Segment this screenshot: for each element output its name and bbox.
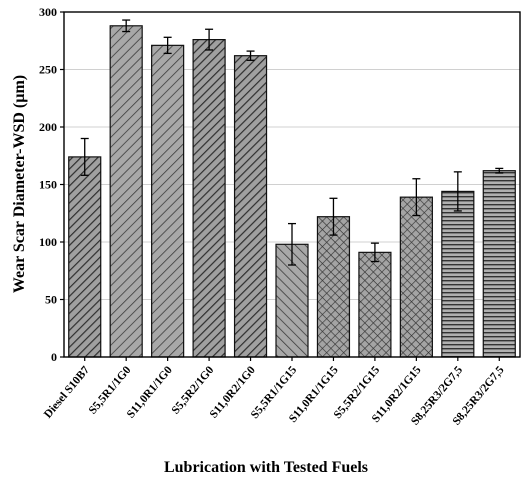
y-tick-label: 100 [39, 235, 57, 249]
y-tick-label: 200 [39, 120, 57, 134]
y-tick-label: 250 [39, 63, 57, 77]
y-tick-label: 150 [39, 178, 57, 192]
y-tick-label: 50 [45, 293, 57, 307]
error-bar-4 [205, 28, 214, 51]
y-tick-label: 300 [39, 5, 57, 19]
bar-11 [482, 170, 516, 358]
error-bar-7 [329, 197, 338, 236]
error-bars [80, 19, 504, 266]
bar-4 [192, 38, 226, 358]
x-tick-label: Diesel S10B7 [42, 364, 92, 421]
x-axis-title: Lubrication with Tested Fuels [164, 459, 368, 476]
bar-10 [441, 190, 475, 358]
x-tick-label: S5,5R1/1G0 [87, 364, 134, 417]
y-tick-labels: 0 50 100 150 200 250 300 [39, 5, 64, 364]
bar-3 [151, 44, 185, 358]
bar-8 [358, 251, 392, 358]
error-bar-2 [122, 19, 131, 33]
bar-9 [399, 196, 433, 358]
error-bar-9 [412, 178, 421, 217]
bar-1 [68, 156, 102, 358]
error-bar-10 [453, 171, 462, 212]
error-bar-6 [288, 222, 296, 266]
bar-2 [109, 25, 143, 358]
error-bar-8 [370, 242, 379, 263]
y-tick-label: 0 [51, 350, 57, 364]
x-tick-labels: Diesel S10B7S5,5R1/1G0S11,0R1/1G0S5,5R2/… [42, 357, 507, 428]
bar-7 [316, 216, 351, 358]
bar-5 [233, 55, 268, 358]
error-bar-1 [80, 137, 89, 176]
y-axis-title: Wear Scar Diameter-WSD (µm) [11, 75, 28, 293]
error-bar-3 [163, 36, 172, 55]
error-bar-11 [495, 167, 504, 174]
error-bar-5 [246, 50, 255, 61]
bars [68, 25, 516, 358]
x-tick-label: S5,5R2/1G0 [170, 364, 217, 417]
